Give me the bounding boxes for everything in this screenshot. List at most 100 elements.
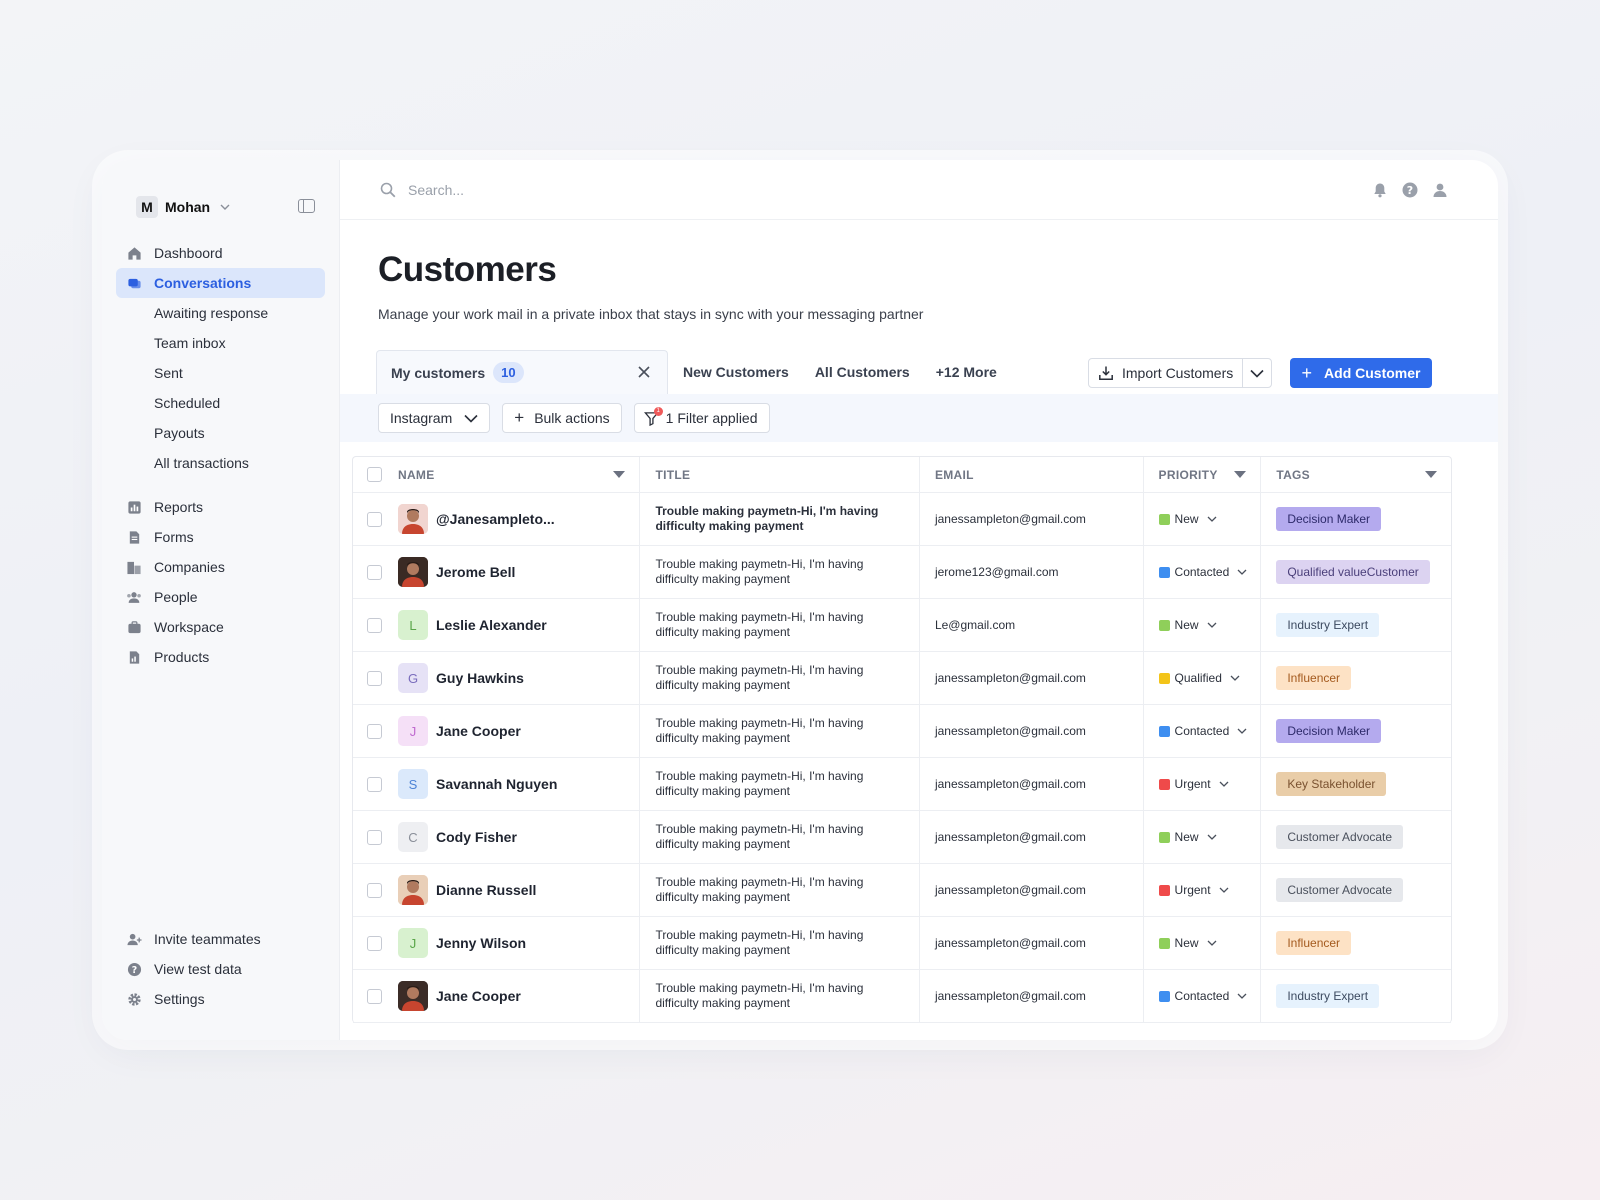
table-row[interactable]: S Savannah Nguyen Trouble making paymetn… (353, 758, 1451, 811)
table-row[interactable]: G Guy Hawkins Trouble making paymetn-Hi,… (353, 652, 1451, 705)
tag-badge[interactable]: Decision Maker (1276, 719, 1382, 743)
sidebar-item-settings[interactable]: Settings (116, 984, 325, 1014)
priority-dropdown[interactable]: Qualified (1158, 671, 1240, 685)
priority-dropdown[interactable]: Contacted (1158, 565, 1248, 579)
import-customers-button[interactable]: Import Customers (1089, 359, 1244, 387)
row-checkbox[interactable] (367, 511, 382, 527)
tab-more[interactable]: +12 More (935, 364, 997, 380)
column-header-title[interactable]: TITLE (640, 457, 920, 492)
sort-caret-icon[interactable] (1234, 471, 1247, 478)
tab-my-customers[interactable]: My customers 10 (376, 350, 668, 394)
sidebar-item-people[interactable]: People (116, 582, 325, 612)
sidebar-item-workspace[interactable]: Workspace (116, 612, 325, 642)
table-row[interactable]: Jerome Bell Trouble making paymetn-Hi, I… (353, 546, 1451, 599)
help-icon[interactable]: ? (1402, 182, 1418, 198)
row-checkbox[interactable] (367, 564, 382, 580)
priority-dropdown[interactable]: New (1158, 936, 1217, 950)
tab-new-customers[interactable]: New Customers (683, 364, 789, 380)
workspace-switcher[interactable]: M Mohan (116, 190, 325, 224)
column-header-name[interactable]: NAME (353, 457, 641, 492)
tag-badge[interactable]: Key Stakeholder (1276, 772, 1387, 796)
priority-dropdown[interactable]: Contacted (1158, 989, 1248, 1003)
customers-table: NAME TITLE EMAIL PRIORITY TAGS @Janesamp… (352, 456, 1452, 1023)
user-profile-icon[interactable] (1432, 182, 1448, 198)
column-header-priority[interactable]: PRIORITY (1144, 457, 1262, 492)
add-customer-label: Add Customer (1324, 365, 1421, 381)
sort-caret-icon[interactable] (1425, 471, 1437, 478)
bulk-actions-button[interactable]: + Bulk actions (502, 403, 622, 433)
sidebar-item-products[interactable]: Products (116, 642, 325, 672)
sidebar-subitem-awaiting-response[interactable]: Awaiting response (116, 298, 325, 328)
sort-caret-icon[interactable] (613, 471, 626, 478)
sidebar-item-dashboard[interactable]: Dashboord (116, 238, 325, 268)
tag-badge[interactable]: Influencer (1276, 666, 1352, 690)
table-row[interactable]: @Janesampleto... Trouble making paymetn-… (353, 493, 1451, 546)
table-row[interactable]: L Leslie Alexander Trouble making paymet… (353, 599, 1451, 652)
row-checkbox[interactable] (367, 935, 382, 951)
priority-dropdown[interactable]: New (1158, 618, 1217, 632)
select-all-checkbox[interactable] (367, 467, 382, 482)
tag-badge[interactable]: Industry Expert (1276, 613, 1380, 637)
column-header-tags[interactable]: TAGS (1261, 457, 1451, 492)
customer-name[interactable]: Jane Cooper (436, 988, 521, 1004)
table-row[interactable]: C Cody Fisher Trouble making paymetn-Hi,… (353, 811, 1451, 864)
sidebar-subitem-scheduled[interactable]: Scheduled (116, 388, 325, 418)
priority-dropdown[interactable]: Urgent (1158, 777, 1229, 791)
table-row[interactable]: J Jenny Wilson Trouble making paymetn-Hi… (353, 917, 1451, 970)
import-options-dropdown[interactable] (1243, 359, 1271, 387)
search-input[interactable] (408, 181, 808, 198)
filters-applied-button[interactable]: 1 1 Filter applied (633, 403, 770, 433)
priority-color-swatch (1158, 619, 1170, 631)
priority-dropdown[interactable]: Urgent (1158, 883, 1229, 897)
tag-badge[interactable]: Decision Maker (1276, 507, 1382, 531)
add-customer-button[interactable]: + Add Customer (1290, 358, 1432, 388)
priority-dropdown[interactable]: New (1158, 830, 1217, 844)
sidebar-item-reports[interactable]: Reports (116, 492, 325, 522)
row-checkbox[interactable] (367, 617, 382, 633)
tag-badge[interactable]: Industry Expert (1276, 984, 1380, 1008)
priority-dropdown[interactable]: New (1158, 512, 1217, 526)
tag-badge[interactable]: Customer Advocate (1276, 878, 1404, 902)
customer-name[interactable]: Cody Fisher (436, 829, 517, 845)
priority-label: New (1174, 830, 1199, 844)
tab-all-customers[interactable]: All Customers (814, 364, 910, 380)
table-row[interactable]: Jane Cooper Trouble making paymetn-Hi, I… (353, 970, 1451, 1023)
customer-name[interactable]: Dianne Russell (436, 882, 537, 898)
bell-icon[interactable] (1372, 182, 1388, 198)
row-checkbox[interactable] (367, 829, 382, 845)
row-checkbox[interactable] (367, 670, 382, 686)
customer-name[interactable]: Jerome Bell (436, 564, 516, 580)
customer-name[interactable]: Guy Hawkins (436, 670, 524, 686)
customer-name[interactable]: Jenny Wilson (436, 935, 527, 951)
sidebar-item-conversations[interactable]: Conversations (116, 268, 325, 298)
collapse-sidebar-icon[interactable] (298, 199, 315, 213)
sidebar-item-view-test-data[interactable]: ? View test data (116, 954, 325, 984)
customer-name[interactable]: Jane Cooper (436, 723, 521, 739)
sidebar-item-invite-teammates[interactable]: Invite teammates (116, 924, 325, 954)
row-checkbox[interactable] (367, 723, 382, 739)
customer-name[interactable]: Savannah Nguyen (436, 776, 558, 792)
customer-name[interactable]: Leslie Alexander (436, 617, 547, 633)
row-checkbox[interactable] (367, 882, 382, 898)
close-icon[interactable] (637, 365, 651, 379)
sidebar-item-forms[interactable]: Forms (116, 522, 325, 552)
source-filter-value: Instagram (390, 410, 453, 426)
customer-name[interactable]: @Janesampleto... (436, 511, 555, 527)
sidebar-subitem-team-inbox[interactable]: Team inbox (116, 328, 325, 358)
customer-email: janessampleton@gmail.com (934, 671, 1086, 685)
tag-badge[interactable]: Qualified valueCustomer (1276, 560, 1430, 584)
row-checkbox[interactable] (367, 988, 382, 1004)
product-icon (126, 649, 142, 665)
column-header-email[interactable]: EMAIL (920, 457, 1144, 492)
table-row[interactable]: J Jane Cooper Trouble making paymetn-Hi,… (353, 705, 1451, 758)
tag-badge[interactable]: Influencer (1276, 931, 1352, 955)
table-row[interactable]: Dianne Russell Trouble making paymetn-Hi… (353, 864, 1451, 917)
sidebar-item-companies[interactable]: Companies (116, 552, 325, 582)
tag-badge[interactable]: Customer Advocate (1276, 825, 1404, 849)
sidebar-subitem-all-transactions[interactable]: All transactions (116, 448, 325, 478)
sidebar-subitem-sent[interactable]: Sent (116, 358, 325, 388)
sidebar-subitem-payouts[interactable]: Payouts (116, 418, 325, 448)
row-checkbox[interactable] (367, 776, 382, 792)
source-filter-dropdown[interactable]: Instagram (378, 403, 491, 433)
priority-dropdown[interactable]: Contacted (1158, 724, 1248, 738)
